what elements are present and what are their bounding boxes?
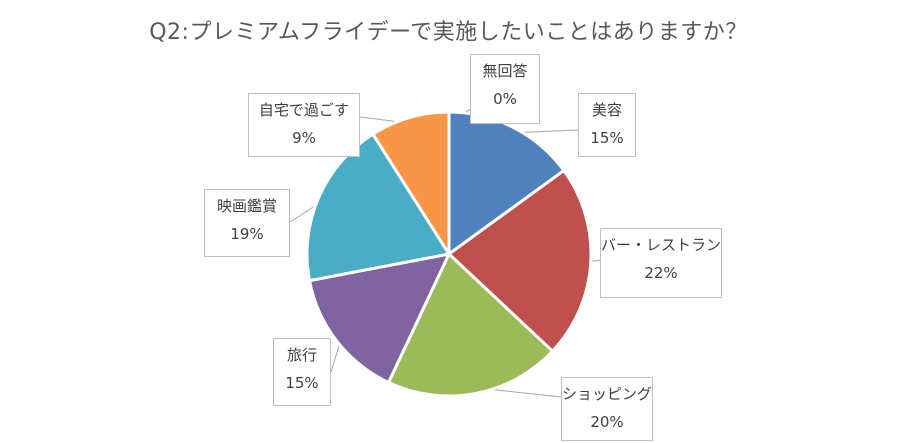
data-label-category: 無回答: [482, 62, 528, 80]
data-label-value: 20%: [590, 412, 624, 431]
pie-slice-3: [387, 252, 555, 398]
data-label-callout-2: バー・レストラン 22%: [600, 228, 722, 298]
data-label-value: 9%: [292, 128, 316, 147]
pie-slice-1: [447, 110, 566, 256]
data-label-callout-7: 無回答 0%: [470, 54, 540, 124]
data-label-value: 22%: [644, 263, 678, 282]
data-label-category: ショッピング: [562, 385, 653, 403]
data-label-value: 15%: [590, 128, 624, 147]
pie-slice-2: [447, 169, 593, 353]
data-label-value: 15%: [285, 373, 319, 392]
data-label-callout-3: ショッピング 20%: [561, 377, 653, 441]
data-label-callout-4: 旅行 15%: [273, 338, 331, 406]
data-label-category: 自宅で過ごす: [258, 101, 350, 119]
pie-slice-6: [371, 110, 451, 256]
data-label-value: 19%: [230, 224, 264, 243]
chart-title: Q2:プレミアムフライデーで実施したいことはありますか？: [149, 20, 748, 45]
data-label-category: 映画鑑賞: [216, 197, 277, 215]
pie-slice-4: [308, 252, 451, 384]
data-label-category: バー・レストラン: [601, 236, 722, 254]
pie-slices: [305, 110, 593, 398]
data-label-callout-5: 映画鑑賞 19%: [204, 189, 290, 257]
pie-slice-5: [305, 132, 451, 283]
data-label-callout-1: 美容 15%: [578, 93, 636, 157]
data-label-category: 旅行: [286, 346, 317, 364]
data-label-category: 美容: [591, 101, 622, 119]
data-label-value: 0%: [493, 89, 517, 108]
data-label-callout-6: 自宅で過ごす 9%: [248, 93, 360, 157]
